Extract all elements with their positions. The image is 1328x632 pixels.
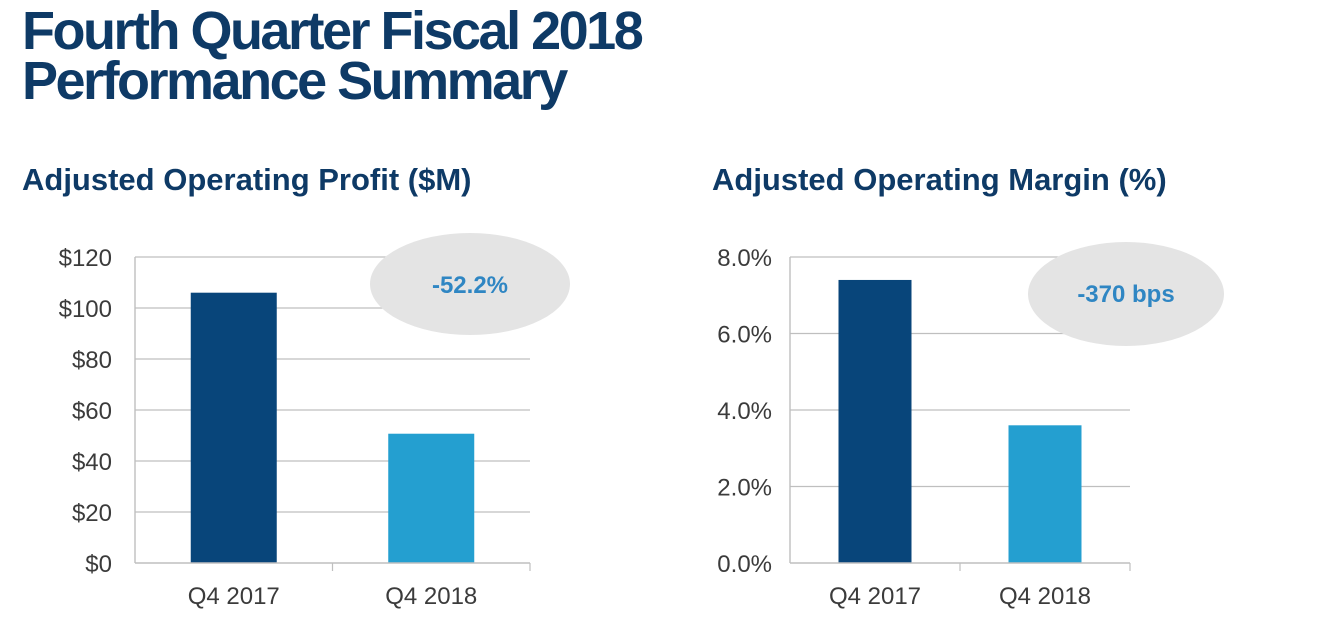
y-tick-label: $20 — [72, 500, 112, 527]
change-callout — [370, 233, 570, 335]
operating-margin-chart: Adjusted Operating Margin (%) -370 bps 0… — [712, 162, 1224, 610]
y-tick-label: $0 — [85, 551, 112, 578]
x-category-label: Q4 2018 — [999, 583, 1091, 610]
chart-title: Adjusted Operating Margin (%) — [712, 162, 1167, 197]
page-title-line-2: Performance Summary — [22, 51, 568, 111]
bar-q4-2017 — [190, 292, 277, 563]
y-tick-label: $60 — [72, 398, 112, 425]
bar-q4-2017 — [838, 279, 912, 563]
y-tick-label: 2.0% — [717, 475, 772, 502]
x-category-label: Q4 2017 — [829, 583, 921, 610]
operating-profit-chart: Adjusted Operating Profit ($M) -52.2% $0… — [22, 162, 570, 610]
y-tick-label: $80 — [72, 347, 112, 374]
change-callout — [1028, 242, 1224, 346]
bar-q4-2018 — [388, 433, 475, 563]
bar-q4-2018 — [1008, 425, 1082, 563]
y-tick-label: 0.0% — [717, 551, 772, 578]
y-tick-label: $120 — [59, 245, 112, 272]
y-tick-label: $40 — [72, 449, 112, 476]
x-category-label: Q4 2017 — [188, 583, 280, 610]
page-title-line-1: Fourth Quarter Fiscal 2018 — [22, 1, 644, 61]
y-tick-label: 6.0% — [717, 322, 772, 349]
page-title: Fourth Quarter Fiscal 2018 Performance S… — [22, 1, 644, 111]
y-tick-label: 4.0% — [717, 398, 772, 425]
chart-title: Adjusted Operating Profit ($M) — [22, 162, 472, 197]
x-category-label: Q4 2018 — [385, 583, 477, 610]
change-callout-label: -370 bps — [1077, 281, 1174, 308]
y-tick-label: 8.0% — [717, 245, 772, 272]
y-tick-label: $100 — [59, 296, 112, 323]
change-callout-label: -52.2% — [432, 272, 508, 299]
